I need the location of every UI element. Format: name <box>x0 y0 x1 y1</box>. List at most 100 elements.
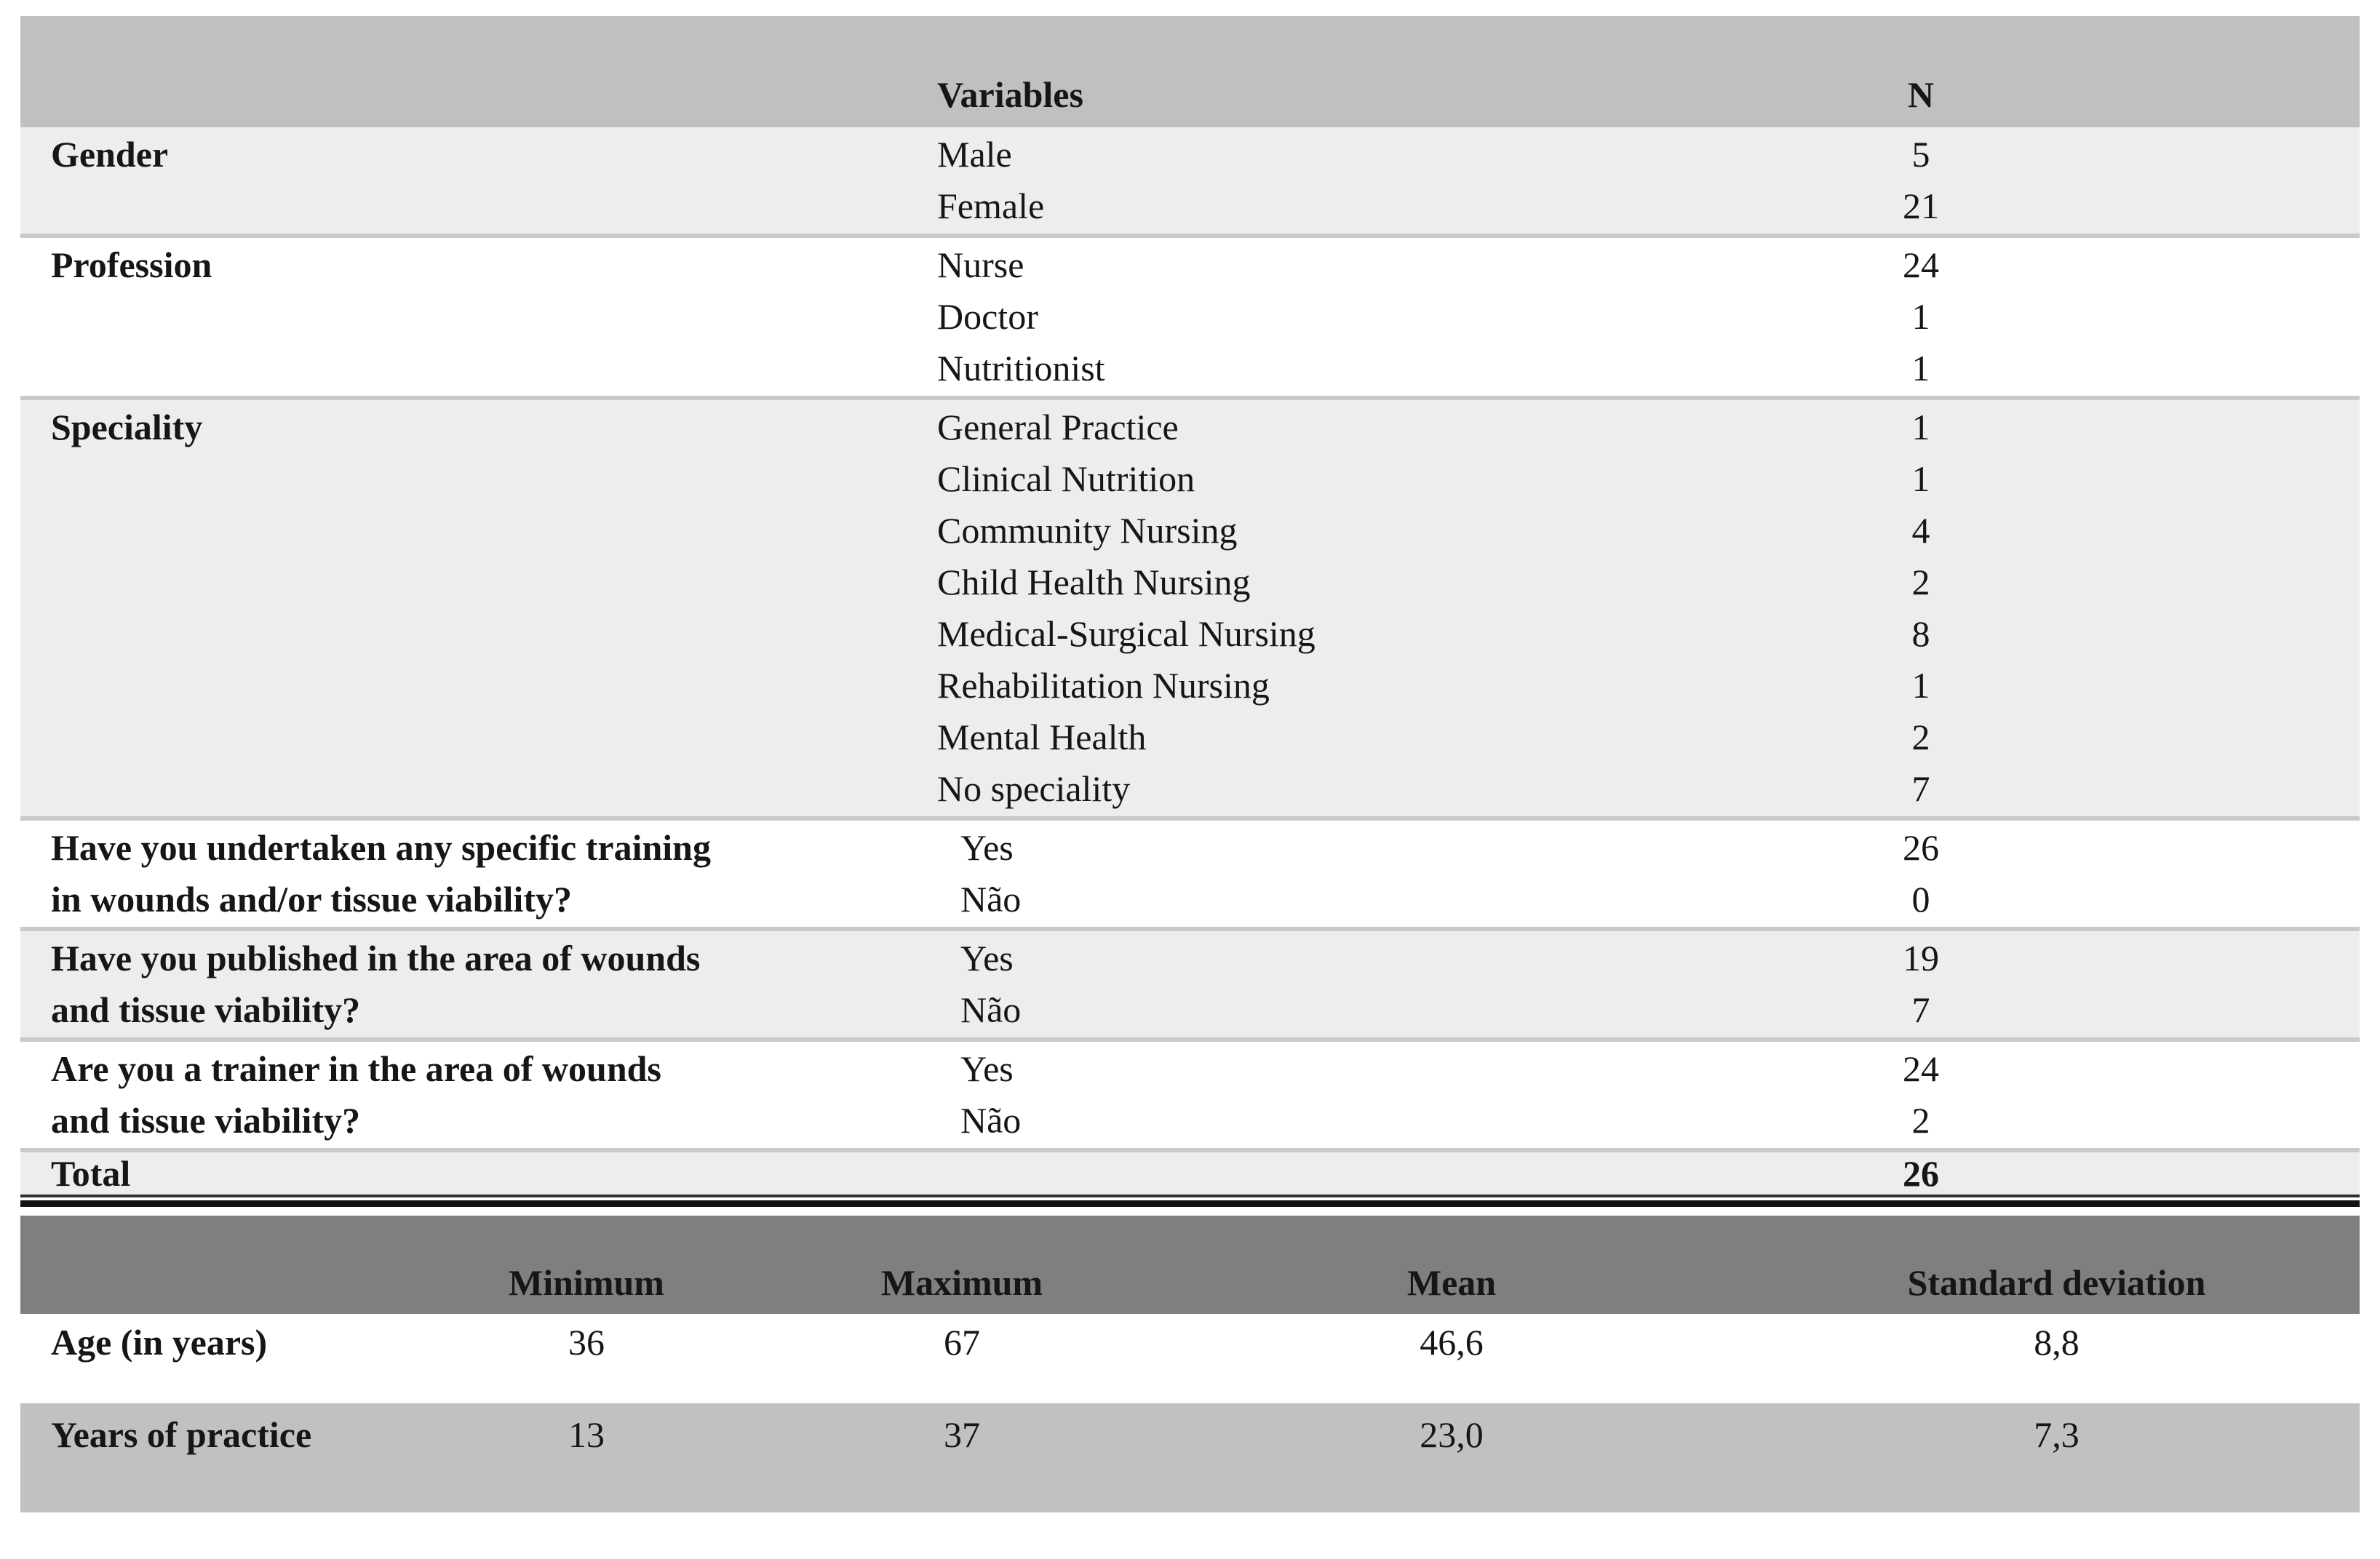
maximum-value: 67 <box>944 1322 980 1363</box>
table-row: and tissue viability? Não 7 <box>20 984 2360 1036</box>
table-section: Have you published in the area of wounds… <box>20 927 2360 1037</box>
section-label-line <box>20 343 937 394</box>
section-label-line: and tissue viability? <box>51 989 361 1030</box>
variable-cell: Rehabilitation Nursing <box>937 665 1270 706</box>
variable-cell: Nutritionist <box>937 348 1105 388</box>
table-row: Speciality General Practice 1 <box>20 402 2360 453</box>
section-label-line <box>20 291 937 343</box>
variable-cell: Medical-Surgical Nursing <box>937 613 1316 654</box>
count-cell: 5 <box>1911 134 1930 175</box>
variable-cell: General Practice <box>937 407 1179 447</box>
variable-cell: Community Nursing <box>937 510 1238 551</box>
table-row: Child Health Nursing 2 <box>20 557 2360 608</box>
variable-cell: Yes <box>960 1048 1014 1089</box>
standard-deviation-column-header: Standard deviation <box>1907 1262 2206 1303</box>
table-section: Profession Nurse 24 Doctor 1 Nutritionist 1 <box>20 234 2360 396</box>
count-cell: 1 <box>1911 458 1930 499</box>
variable-cell: No speciality <box>937 768 1131 809</box>
section-label-line <box>20 608 937 660</box>
count-cell: 2 <box>1911 1100 1930 1141</box>
count-cell: 7 <box>1911 989 1930 1030</box>
tables-container: Variables N Gender Male 5 Female 21 Professio… <box>20 16 2360 1512</box>
table-row: Female 21 <box>20 180 2360 232</box>
section-label-line: Have you undertaken any specific trainin… <box>51 827 711 868</box>
descriptive-statistics-table: Minimum Maximum Mean Standard deviation … <box>20 1216 2360 1512</box>
mean-column-header: Mean <box>1406 1262 1497 1303</box>
section-label-line <box>20 711 937 763</box>
minimum-column-header: Minimum <box>509 1262 664 1303</box>
table-divider-rule <box>20 1195 2360 1207</box>
table-row: Medical-Surgical Nursing 8 <box>20 608 2360 660</box>
section-label-line: Profession <box>51 244 212 285</box>
table-row: Gender Male 5 <box>20 129 2360 180</box>
table-section: Have you undertaken any specific trainin… <box>20 816 2360 927</box>
variable-cell: Não <box>960 879 1022 920</box>
count-cell: 1 <box>1911 296 1930 337</box>
count-cell: 2 <box>1911 717 1930 757</box>
variable-cell: Mental Health <box>937 717 1147 757</box>
variable-cell: Clinical Nutrition <box>937 458 1195 499</box>
section-label-line: Speciality <box>51 407 203 447</box>
section-label-line <box>20 180 937 232</box>
section-label-line <box>20 660 937 711</box>
total-count: 26 <box>1903 1153 1939 1194</box>
variable-cell: Doctor <box>937 296 1038 337</box>
count-cell: 26 <box>1903 827 1939 868</box>
count-cell: 24 <box>1903 1048 1939 1089</box>
section-label-line: and tissue viability? <box>51 1100 361 1141</box>
count-cell: 0 <box>1911 879 1930 920</box>
mean-value: 46,6 <box>1420 1322 1484 1363</box>
total-label: Total <box>51 1153 131 1194</box>
variable-cell: Child Health Nursing <box>937 562 1251 602</box>
standard-deviation-value: 7,3 <box>2034 1414 2079 1455</box>
count-cell: 8 <box>1911 613 1930 654</box>
table-section: Gender Male 5 Female 21 <box>20 127 2360 234</box>
section-label-line <box>20 453 937 505</box>
table-row: Have you undertaken any specific trainin… <box>20 822 2360 874</box>
variables-column-header: Variables <box>937 74 1083 115</box>
variable-cell: Female <box>937 186 1045 226</box>
count-cell: 7 <box>1911 768 1930 809</box>
table-row: Clinical Nutrition 1 <box>20 453 2360 505</box>
row-label: Age (in years) <box>51 1322 268 1363</box>
count-cell: 19 <box>1903 938 1939 978</box>
table-row: Nutritionist 1 <box>20 343 2360 394</box>
table1-header-row: Variables N <box>20 16 2360 127</box>
count-cell: 1 <box>1911 665 1930 706</box>
mean-value: 23,0 <box>1420 1414 1484 1455</box>
total-row: Total 26 <box>20 1148 2360 1195</box>
count-cell: 24 <box>1903 244 1939 285</box>
table-row-years-of-practice: Years of practice 13 37 23,0 7,3 <box>20 1403 2360 1512</box>
variable-cell: Yes <box>960 827 1014 868</box>
section-label-line: Have you published in the area of wounds <box>51 938 701 978</box>
row-label: Years of practice <box>51 1414 312 1455</box>
table-section: Speciality General Practice 1 Clinical Nutr… <box>20 396 2360 816</box>
n-column-header: N <box>1907 74 1935 115</box>
table-row: Have you published in the area of wounds… <box>20 933 2360 984</box>
section-label-line <box>20 505 937 557</box>
sample-characterization-table: Variables N Gender Male 5 Female 21 Professio… <box>20 16 2360 1195</box>
variable-cell: Não <box>960 1100 1022 1141</box>
table-row: Mental Health 2 <box>20 711 2360 763</box>
table-row: Are you a trainer in the area of wounds Y… <box>20 1043 2360 1095</box>
table-row: in wounds and/or tissue viability? Não 0 <box>20 874 2360 925</box>
section-label-line: Are you a trainer in the area of wounds <box>51 1048 661 1089</box>
variable-cell: Yes <box>960 938 1014 978</box>
table-row: Profession Nurse 24 <box>20 239 2360 291</box>
total-spacer-cell <box>937 1152 1746 1195</box>
variable-cell: Nurse <box>937 244 1024 285</box>
table-row: No speciality 7 <box>20 763 2360 815</box>
count-cell: 1 <box>1911 407 1930 447</box>
section-label-line <box>20 557 937 608</box>
count-cell: 21 <box>1903 186 1939 226</box>
count-cell: 1 <box>1911 348 1930 388</box>
variable-cell: Não <box>960 989 1022 1030</box>
table-row: Community Nursing 4 <box>20 505 2360 557</box>
table1-sections: Gender Male 5 Female 21 Profession Nurse 24 Doct… <box>20 127 2360 1148</box>
table-row: and tissue viability? Não 2 <box>20 1095 2360 1147</box>
variable-cell: Male <box>937 134 1012 175</box>
table-row: Doctor 1 <box>20 291 2360 343</box>
minimum-value: 13 <box>568 1414 605 1455</box>
standard-deviation-value: 8,8 <box>2034 1322 2079 1363</box>
